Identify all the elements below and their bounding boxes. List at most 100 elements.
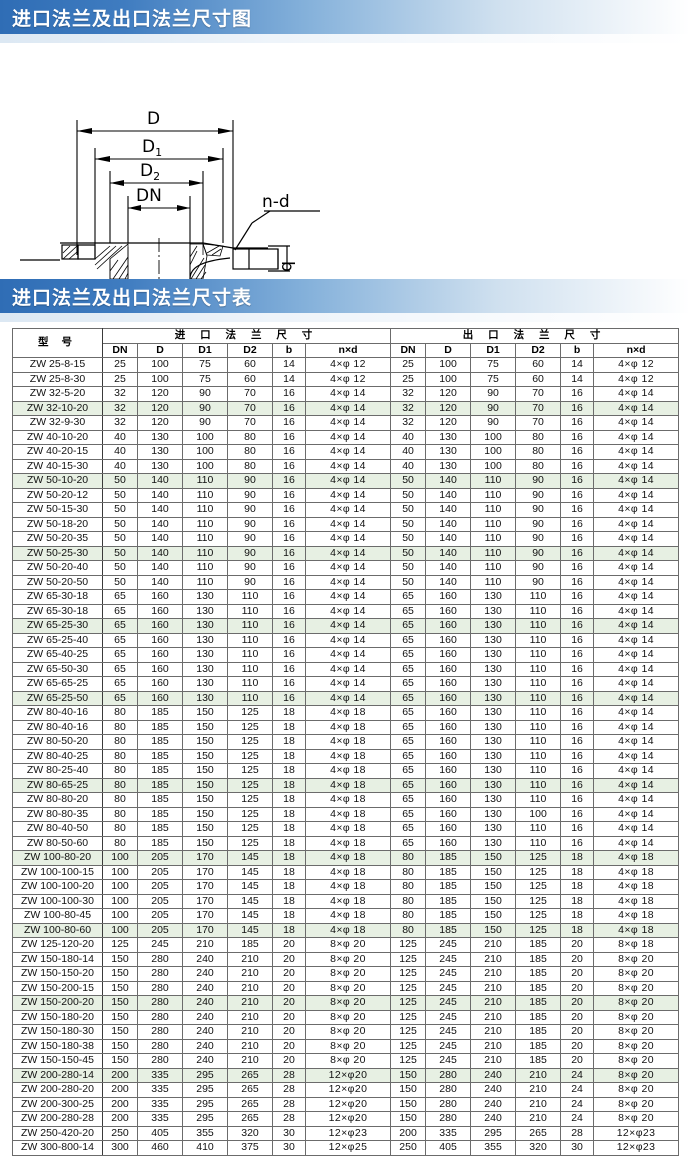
cell-inlet-D1: 410 [182,1140,228,1156]
cell-inlet-nxd: 4×φ 18 [304,835,392,851]
cell-inlet-nxd: 4×φ 14 [304,487,392,503]
cell-inlet-nxd: 4×φ 14 [304,574,392,590]
cell-outlet-nxd: 8×φ 20 [593,1082,680,1098]
cell-inlet-D: 280 [137,995,183,1011]
cell-inlet-D1: 355 [182,1125,228,1141]
cell-outlet-DN: 125 [390,937,427,953]
cell-outlet-nxd: 8×φ 20 [593,951,680,967]
cell-model: ZW 65-40-25 [12,647,103,663]
cell-inlet-D1: 240 [182,951,228,967]
cell-inlet-nxd: 12×φ20 [304,1111,392,1127]
cell-outlet-nxd: 4×φ 18 [593,850,680,866]
cell-outlet-DN: 125 [390,1009,427,1025]
table-row: ZW 50-25-30 50 140 110 90 16 4×φ 14 50 140 110 90 1… [12,545,680,561]
cell-inlet-D1: 75 [182,371,228,387]
cell-outlet-D2: 80 [515,458,562,474]
cell-inlet-D2: 210 [227,1038,273,1054]
cell-outlet-b: 20 [560,1009,595,1025]
label-D1: D1 [142,137,162,159]
table-row: ZW 25-8-15 25 100 75 60 14 4×φ 12 25 100 75 60 14 4×… [12,357,680,373]
cell-outlet-D1: 110 [470,560,517,576]
cell-inlet-b: 18 [272,748,306,764]
cell-outlet-D2: 210 [515,1067,562,1083]
cell-outlet-D1: 150 [470,864,517,880]
cell-outlet-nxd: 4×φ 14 [593,415,680,431]
cell-inlet-DN: 150 [102,1038,138,1054]
cell-outlet-D2: 185 [515,1053,562,1069]
cell-outlet-D2: 185 [515,1009,562,1025]
cell-outlet-D: 130 [425,429,472,445]
cell-outlet-nxd: 4×φ 14 [593,835,680,851]
cell-inlet-D2: 145 [227,908,273,924]
cell-outlet-D1: 130 [470,734,517,750]
cell-inlet-D1: 130 [182,676,228,692]
cell-outlet-D1: 100 [470,429,517,445]
cell-inlet-nxd: 12×φ20 [304,1096,392,1112]
cell-outlet-nxd: 8×φ 20 [593,1067,680,1083]
cell-inlet-DN: 100 [102,879,138,895]
cell-outlet-D: 160 [425,792,472,808]
col-inlet-d: D [137,342,183,358]
cell-outlet-nxd: 8×φ 20 [593,980,680,996]
cell-outlet-D: 245 [425,995,472,1011]
cell-inlet-nxd: 4×φ 18 [304,719,392,735]
cell-outlet-D: 280 [425,1082,472,1098]
table-head: 型 号 进 口 法 兰 尺 寸 出 口 法 兰 尺 寸 DN D D1 D2 b… [12,328,680,358]
cell-outlet-DN: 50 [390,531,427,547]
cell-outlet-D2: 125 [515,893,562,909]
cell-inlet-nxd: 4×φ 18 [304,864,392,880]
col-outlet-d1: D1 [470,342,517,358]
cell-inlet-D: 160 [137,690,183,706]
cell-inlet-D: 140 [137,516,183,532]
cell-inlet-D2: 80 [227,458,273,474]
cell-outlet-nxd: 12×φ23 [593,1140,680,1156]
cell-outlet-DN: 150 [390,1111,427,1127]
cell-outlet-nxd: 4×φ 14 [593,458,680,474]
cell-outlet-D2: 110 [515,821,562,837]
cell-inlet-D2: 145 [227,879,273,895]
cell-outlet-D2: 265 [515,1125,562,1141]
cell-outlet-D1: 130 [470,661,517,677]
cell-outlet-D: 335 [425,1125,472,1141]
cell-inlet-nxd: 12×φ23 [304,1125,392,1141]
cell-inlet-nxd: 4×φ 18 [304,908,392,924]
cell-outlet-DN: 65 [390,763,427,779]
col-outlet-b: b [560,342,595,358]
cell-outlet-DN: 50 [390,574,427,590]
cell-inlet-D: 185 [137,835,183,851]
cell-outlet-D2: 90 [515,560,562,576]
cell-outlet-DN: 65 [390,719,427,735]
cell-inlet-D2: 210 [227,966,273,982]
table-row: ZW 80-50-20 80 185 150 125 18 4×φ 18 65 160 130 11… [12,734,680,750]
cell-outlet-b: 24 [560,1111,595,1127]
cell-inlet-b: 20 [272,1038,306,1054]
cell-outlet-D1: 210 [470,1053,517,1069]
cell-inlet-DN: 150 [102,951,138,967]
cell-inlet-DN: 150 [102,995,138,1011]
col-inlet-b: b [272,342,306,358]
cell-outlet-nxd: 4×φ 14 [593,444,680,460]
col-inlet-d1: D1 [182,342,228,358]
cell-inlet-D: 160 [137,632,183,648]
cell-outlet-D: 160 [425,603,472,619]
cell-inlet-D: 120 [137,415,183,431]
cell-outlet-D: 160 [425,777,472,793]
cell-inlet-D2: 110 [227,603,273,619]
cell-inlet-D2: 375 [227,1140,273,1156]
col-inlet-dn: DN [102,342,138,358]
col-inlet-d2: D2 [227,342,273,358]
cell-outlet-D: 160 [425,734,472,750]
cell-inlet-D: 205 [137,908,183,924]
cell-model: ZW 80-40-16 [12,705,103,721]
cell-outlet-D2: 110 [515,632,562,648]
cell-inlet-D1: 110 [182,545,228,561]
cell-outlet-D1: 130 [470,792,517,808]
cell-inlet-DN: 40 [102,444,138,460]
cell-outlet-D: 140 [425,502,472,518]
cell-outlet-D1: 240 [470,1082,517,1098]
cell-inlet-DN: 100 [102,850,138,866]
cell-inlet-nxd: 4×φ 14 [304,429,392,445]
cell-model: ZW 50-20-50 [12,574,103,590]
cell-model: ZW 25-8-15 [12,357,103,373]
cell-inlet-nxd: 4×φ 18 [304,806,392,822]
